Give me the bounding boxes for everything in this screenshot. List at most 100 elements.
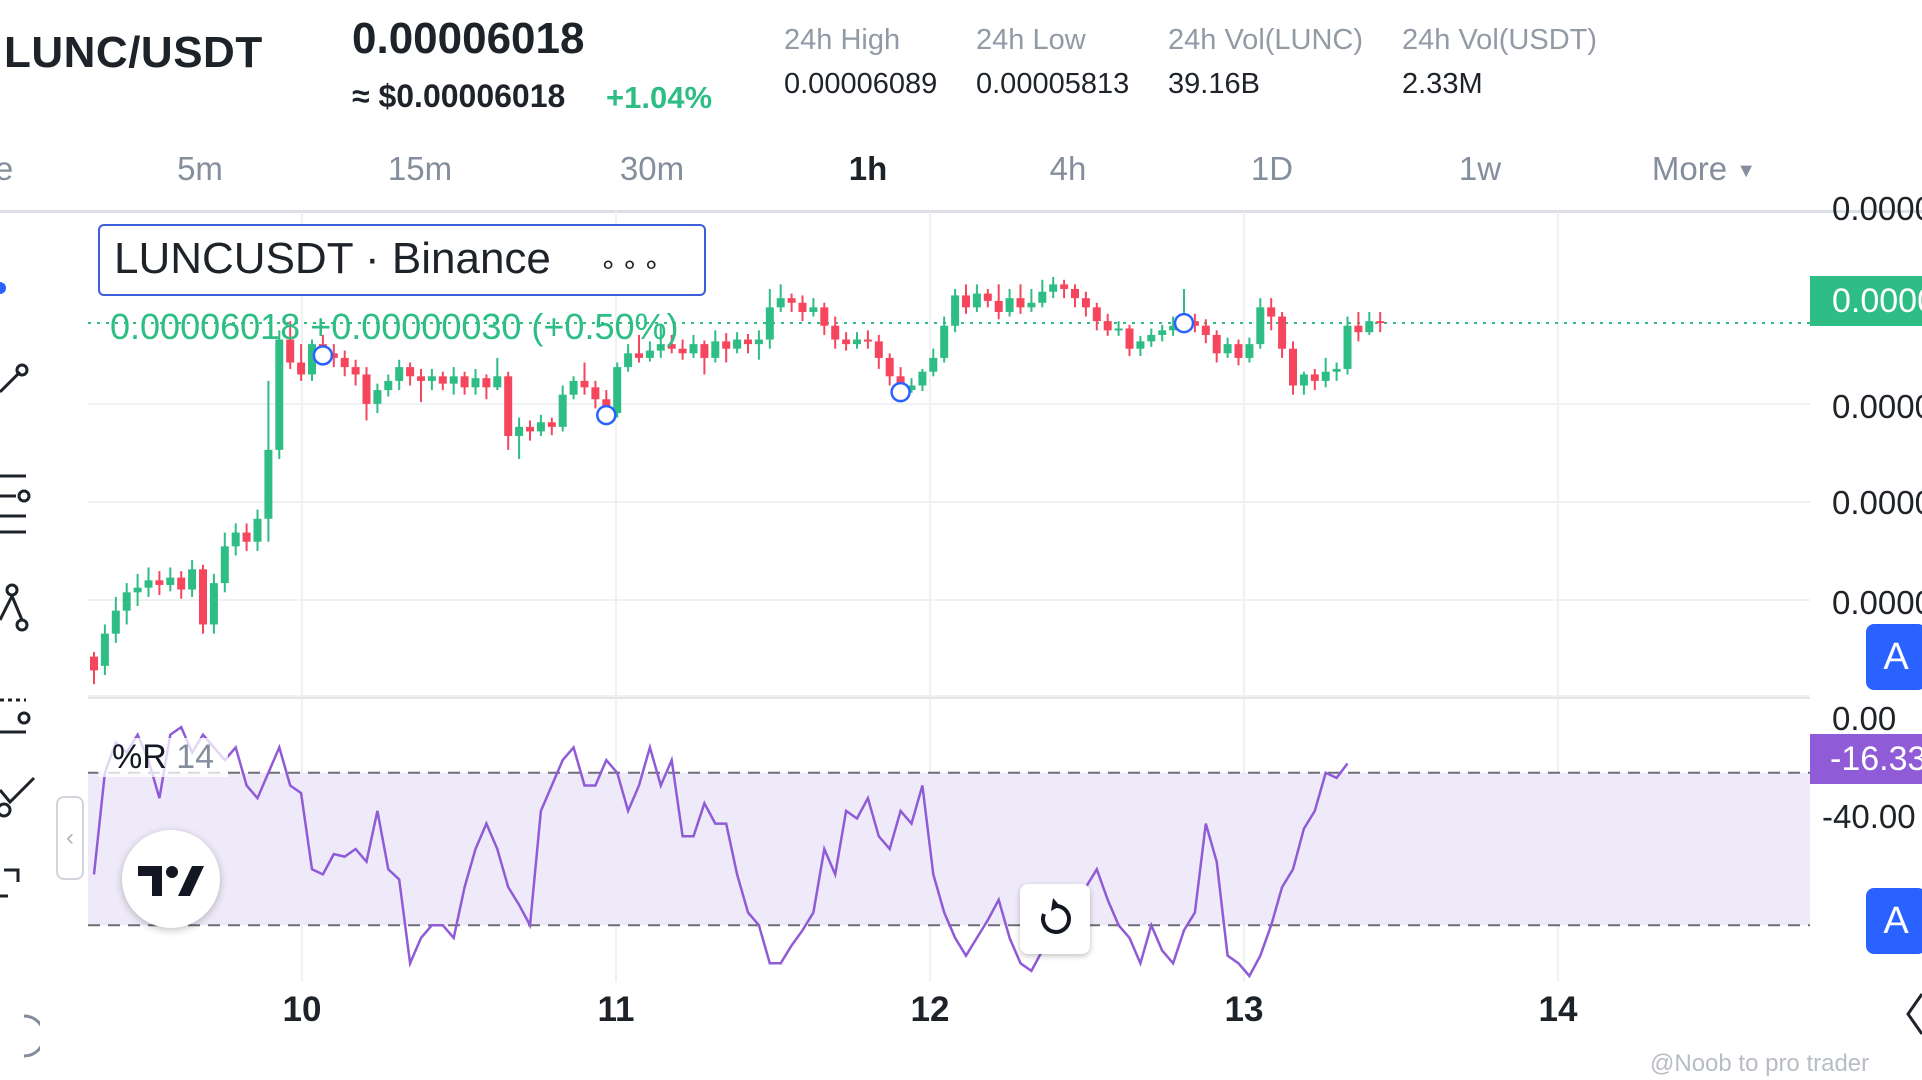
candle (362, 367, 371, 421)
tab-timeframe-more[interactable]: More ▼ (1652, 150, 1756, 188)
tab-timeframe-1d[interactable]: 1D (1250, 150, 1294, 187)
watermark: @Noob to pro trader (1650, 1050, 1870, 1077)
candle (831, 316, 840, 349)
tab-timeframe-partial[interactable]: e (0, 150, 14, 187)
candle (689, 334, 698, 358)
candle (384, 374, 393, 397)
candle (264, 380, 273, 542)
price-axis-label: 0.0000 (1832, 584, 1922, 621)
candle (1027, 288, 1036, 312)
indicator-name: %R (112, 738, 167, 776)
reset-chart-button[interactable] (1020, 884, 1090, 954)
candles-layer (90, 277, 1385, 685)
tab-timeframe-4h[interactable]: 4h (1049, 150, 1087, 187)
candle (220, 532, 229, 593)
candle (547, 417, 556, 436)
candle (242, 523, 251, 551)
candle (809, 298, 818, 317)
candle (972, 284, 981, 312)
last-price: 0.00006018 (352, 14, 585, 63)
candle (1201, 319, 1210, 344)
candle (526, 420, 534, 441)
candle (1136, 335, 1145, 357)
candle (144, 567, 153, 597)
candle (1114, 321, 1123, 336)
williams-r-band (88, 771, 1810, 927)
candle (1212, 330, 1221, 363)
x-tick-label: 13 (1224, 990, 1264, 1029)
stat-value-24h-high: 0.00006089 (784, 68, 938, 100)
candle (645, 341, 654, 362)
candle (1125, 324, 1134, 357)
tab-timeframe-1h[interactable]: 1h (848, 150, 888, 187)
legend-more-icon[interactable]: ∘∘∘ (599, 249, 664, 280)
ruler-tool-icon (0, 868, 20, 898)
candle (842, 332, 851, 351)
candle (733, 332, 742, 354)
candlestick-chart[interactable] (0, 212, 1922, 1080)
stat-label-24h-vol-usdt: 24h Vol(USDT) (1402, 24, 1598, 56)
candle (1092, 302, 1101, 331)
candle (951, 288, 960, 333)
caret-down-icon: ▼ (1736, 159, 1757, 182)
pair-title: LUNC/USDT (4, 28, 263, 77)
candle (231, 523, 240, 556)
candle (874, 334, 883, 369)
tradingview-logo (122, 830, 220, 928)
candle (1289, 341, 1297, 395)
candle (286, 321, 295, 369)
candle (1060, 279, 1069, 299)
settings-circle-icon[interactable] (0, 1010, 40, 1060)
candle (624, 344, 633, 372)
candle (1278, 311, 1287, 358)
candle (275, 330, 284, 460)
candle (166, 567, 175, 592)
candle (569, 376, 578, 400)
candle (776, 284, 785, 312)
candle (994, 284, 1003, 320)
tab-timeframe-30m[interactable]: 30m (619, 150, 685, 187)
candle (1234, 339, 1243, 366)
candle (1169, 316, 1178, 336)
candle (1158, 324, 1167, 342)
candle (177, 571, 186, 599)
price-axis-label: 0.0000 (1832, 190, 1922, 227)
candle (700, 340, 709, 375)
candle (613, 362, 622, 418)
x-tick-label: 10 (282, 990, 322, 1029)
auto-scale-button[interactable]: A (1866, 624, 1922, 690)
tab-timeframe-5m[interactable]: 5m (177, 150, 223, 187)
candle (635, 334, 643, 363)
candle (1147, 328, 1156, 347)
candle (940, 316, 949, 363)
candle (1376, 311, 1385, 333)
candle (580, 362, 589, 395)
candle (1005, 288, 1014, 317)
price-axis-label: 0.0000 (1832, 484, 1922, 521)
candle (122, 583, 131, 625)
event-marker-icon (312, 345, 334, 366)
stat-label-24h-vol-lunc: 24h Vol(LUNC) (1168, 24, 1364, 56)
candle (754, 330, 763, 360)
candle (1267, 298, 1276, 331)
candle (340, 350, 349, 377)
candle (373, 383, 382, 414)
candle (1071, 284, 1079, 308)
candle (863, 330, 872, 349)
change-percent: +1.04% (606, 80, 713, 115)
candle (406, 362, 415, 386)
active-indicator-dot (0, 282, 6, 294)
candle (1038, 279, 1047, 308)
candle (798, 295, 807, 322)
candle (1223, 337, 1232, 358)
symbol-legend[interactable]: LUNCUSDT · Binance ∘∘∘ (98, 224, 706, 296)
x-tick-label: 11 (597, 990, 635, 1029)
candle (536, 414, 545, 437)
axis-settings-icon[interactable] (1894, 990, 1922, 1040)
pattern-tool-icon (0, 583, 29, 632)
auto-scale-button-indicator[interactable]: A (1866, 888, 1922, 954)
tab-timeframe-1w[interactable]: 1w (1458, 150, 1502, 187)
collapse-toolbar-button[interactable]: ‹ (56, 796, 84, 880)
tab-timeframe-15m[interactable]: 15m (387, 150, 453, 187)
candle (558, 385, 567, 432)
